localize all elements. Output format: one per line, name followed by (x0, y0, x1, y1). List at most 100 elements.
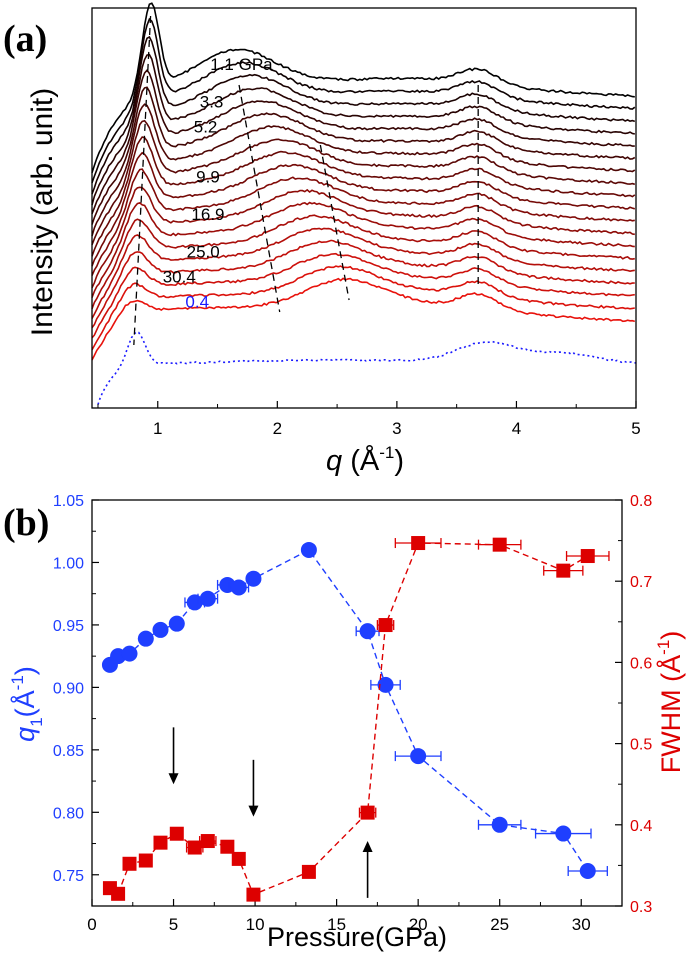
intensity-curve (91, 227, 635, 319)
fwhm-point (231, 851, 246, 866)
intensity-curve (91, 239, 635, 329)
q1-point (300, 541, 317, 558)
x-tick-label-a: 2 (273, 419, 282, 438)
q1-point (555, 825, 572, 842)
peak-guide-line (238, 84, 281, 313)
left-y-tick-label: 0.80 (53, 805, 84, 822)
intensity-curve (91, 214, 635, 310)
y-axis-label-a: Intensity (arb. unit) (26, 88, 59, 336)
x-tick-label-a: 1 (153, 419, 162, 438)
intensity-curve (91, 69, 635, 215)
intensity-curve (91, 168, 635, 276)
fwhm-connector-line (109, 542, 589, 896)
intensity-curve (91, 53, 635, 206)
peak-guide-lines (133, 15, 479, 346)
intensity-curve (91, 186, 635, 289)
intensity-curve (91, 2, 635, 173)
reference-curve (97, 331, 637, 405)
intensity-curve (91, 277, 636, 361)
q1-point (137, 630, 154, 647)
intensity-curve (91, 252, 635, 339)
fwhm-point (169, 826, 184, 841)
right-y-tick-label: 0.7 (630, 574, 652, 591)
left-y-tick-label: 0.90 (53, 680, 84, 697)
fwhm-point (220, 839, 235, 854)
fwhm-point (122, 856, 137, 871)
x-tick-label-b: 20 (409, 915, 428, 934)
curve-labels: 1.1 GPa 3.3 5.2 9.9 16.9 25.0 30.4 0.4 (163, 55, 273, 312)
x-tick-label-b: 10 (246, 915, 265, 934)
left-y-tick-label: 0.85 (53, 743, 84, 760)
right-y-axis-ticks: 0.3 0.4 0.5 0.6 0.7 0.8 (615, 493, 652, 916)
q1-point (579, 863, 596, 880)
right-y-axis-label: FWHM (Å-1) (654, 631, 686, 774)
intensity-curve (91, 151, 636, 267)
q1-connector-line (109, 549, 589, 872)
q1-point (121, 645, 138, 662)
q1-point (152, 621, 169, 638)
peak-guide-line (319, 144, 350, 301)
x-axis-label-a: q (Å-1) (326, 443, 404, 477)
panel-label-a: (a) (3, 18, 47, 60)
fwhm-point (411, 536, 426, 551)
x-tick-label-b: 15 (327, 915, 346, 934)
fwhm-point (378, 618, 393, 633)
q1-point (359, 623, 376, 640)
left-y-tick-label: 0.75 (53, 868, 84, 885)
intensity-curve (91, 35, 636, 195)
x-tick-label-a: 4 (512, 419, 521, 438)
intensity-curve (91, 86, 636, 225)
left-y-tick-label: 1.05 (53, 493, 84, 510)
curve-label: 3.3 (200, 93, 224, 112)
plot-frame-a (91, 7, 637, 409)
fwhm-point (360, 805, 375, 820)
right-y-tick-label: 0.3 (630, 899, 652, 916)
right-y-tick-label: 0.4 (630, 818, 652, 835)
fwhm-point (200, 834, 215, 849)
right-y-tick-label: 0.5 (630, 737, 652, 754)
panel-b: (b) 0 5 10 15 20 25 30 0.75 0.80 0.85 0.90 0.95 1.0… (3, 493, 686, 952)
fwhm-point (580, 549, 595, 564)
right-y-tick-label: 0.8 (630, 493, 652, 510)
left-y-axis-ticks: 0.75 0.80 0.85 0.90 0.95 1.00 1.05 (53, 493, 99, 885)
intensity-curve (91, 119, 636, 246)
curve-label: 1.1 GPa (210, 55, 273, 74)
q1-point (245, 570, 262, 587)
x-tick-label-b: 25 (490, 915, 509, 934)
x-tick-label-a: 5 (631, 419, 640, 438)
arrow-head (362, 841, 373, 853)
fwhm-point (556, 563, 571, 578)
series-layer (101, 536, 610, 902)
x-axis-label-b: Pressure(GPa) (267, 922, 447, 952)
left-y-tick-label: 0.95 (53, 618, 84, 635)
intensity-curve (91, 265, 635, 351)
peak-guide-line (133, 15, 152, 346)
intensity-curve (91, 136, 636, 257)
curve-label: 30.4 (163, 268, 196, 287)
curve-label: 9.9 (196, 168, 220, 187)
panel-label-b: (b) (3, 502, 49, 544)
fwhm-point (301, 864, 316, 879)
x-axis-ticks-a: 1 2 3 4 5 (97, 401, 641, 438)
fwhm-point (187, 840, 202, 855)
plot-frame-b (91, 499, 623, 907)
q1-point (199, 590, 216, 607)
fwhm-point (492, 537, 507, 552)
left-y-tick-label: 1.00 (53, 555, 84, 572)
panel-a: (a) 1.1 GPa 3.3 5.2 9.9 16.9 25.0 30.4 0.4 1 2 3 4… (3, 2, 641, 477)
x-tick-label-b: 5 (169, 915, 178, 934)
q1-point (230, 579, 247, 596)
curve-label: 0.4 (185, 293, 209, 312)
left-y-axis-label: q1(Å-1) (8, 666, 46, 742)
arrow-annotations (168, 727, 373, 898)
x-tick-label-b: 30 (572, 915, 591, 934)
curve-stack (91, 2, 637, 405)
arrow-head (168, 773, 179, 785)
q1-point (491, 816, 508, 833)
q1-point (377, 676, 394, 693)
fwhm-point (246, 887, 261, 902)
fwhm-point (153, 835, 168, 850)
x-tick-label-a: 3 (392, 419, 401, 438)
curve-label: 25.0 (187, 243, 220, 262)
